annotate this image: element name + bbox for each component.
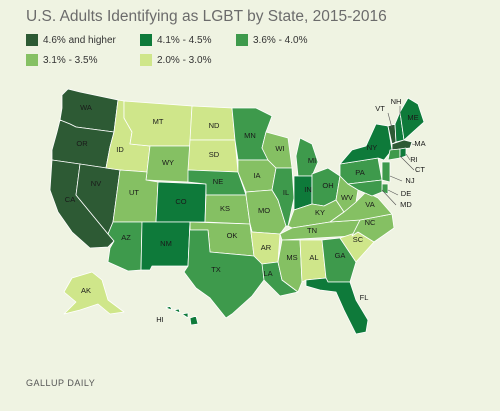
state-label-il: IL — [283, 188, 289, 197]
legend-swatch — [26, 34, 38, 46]
state-label-ar: AR — [261, 243, 272, 252]
state-hi[interactable] — [165, 305, 199, 326]
legend-label: 3.1% - 3.5% — [43, 54, 98, 66]
state-label-co: CO — [175, 197, 186, 206]
state-label-va: VA — [365, 200, 374, 209]
state-label-fl: FL — [360, 293, 369, 302]
state-ri[interactable] — [399, 147, 407, 159]
state-label-wi: WI — [275, 144, 284, 153]
state-label-or: OR — [76, 139, 88, 148]
state-label-wa: WA — [80, 103, 92, 112]
label-leader-lines — [381, 106, 417, 206]
state-de[interactable] — [381, 183, 389, 195]
state-label-sd: SD — [209, 150, 220, 159]
legend-item: 4.1% - 4.5% — [140, 34, 211, 46]
source-credit: GALLUP DAILY — [26, 378, 96, 388]
state-label-id: ID — [116, 145, 124, 154]
state-label-ga: GA — [335, 251, 346, 260]
state-me[interactable] — [399, 97, 425, 141]
state-label-mn: MN — [244, 131, 256, 140]
legend-label: 4.6% and higher — [43, 34, 116, 46]
legend-item: 3.1% - 3.5% — [26, 54, 97, 66]
state-label-in: IN — [304, 185, 312, 194]
state-label-nj: NJ — [405, 176, 414, 185]
state-ma[interactable] — [391, 139, 413, 151]
state-md[interactable] — [347, 179, 383, 197]
state-az[interactable] — [107, 221, 143, 272]
legend-label: 4.1% - 4.5% — [157, 34, 212, 46]
state-label-tn: TN — [307, 226, 317, 235]
legend-swatch — [140, 54, 152, 66]
state-label-vt: VT — [375, 104, 385, 113]
state-tx[interactable] — [183, 221, 265, 319]
state-label-oh: OH — [322, 181, 333, 190]
state-label-ky: KY — [315, 208, 325, 217]
state-label-la: LA — [263, 269, 272, 278]
state-label-nh: NH — [391, 97, 402, 106]
state-label-nd: ND — [209, 121, 220, 130]
state-label-ks: KS — [220, 204, 230, 213]
legend-swatch — [140, 34, 152, 46]
state-nj[interactable] — [381, 161, 391, 183]
page-title: U.S. Adults Identifying as LGBT by State… — [26, 8, 387, 25]
state-label-sc: SC — [353, 235, 364, 244]
state-label-tx: TX — [211, 265, 221, 274]
legend-label: 3.6% - 4.0% — [253, 34, 308, 46]
state-label-mi: MI — [308, 156, 316, 165]
state-va[interactable] — [329, 191, 393, 223]
legend-item: 4.6% and higher — [26, 34, 116, 46]
state-label-ri: RI — [410, 155, 418, 164]
state-label-ca: CA — [65, 195, 75, 204]
legend-item: 3.6% - 4.0% — [236, 34, 307, 46]
state-label-al: AL — [309, 253, 318, 262]
legend-swatch — [236, 34, 248, 46]
state-label-pa: PA — [355, 168, 364, 177]
state-label-de: DE — [401, 189, 411, 198]
state-label-ut: UT — [129, 188, 139, 197]
state-labels: WA OR CA NV ID MT WY UT AZ CO NM ND SD N… — [65, 97, 426, 324]
state-label-mt: MT — [153, 117, 164, 126]
state-ct[interactable] — [387, 148, 401, 161]
state-label-nm: NM — [160, 239, 172, 248]
state-label-az: AZ — [121, 233, 131, 242]
state-label-nc: NC — [365, 218, 376, 227]
state-label-wy: WY — [162, 158, 174, 167]
state-label-me: ME — [407, 113, 418, 122]
state-label-wv: WV — [341, 193, 353, 202]
legend-swatch — [26, 54, 38, 66]
state-label-md: MD — [400, 200, 412, 209]
state-label-ok: OK — [227, 231, 238, 240]
state-label-ct: CT — [415, 165, 425, 174]
state-label-ia: IA — [253, 171, 260, 180]
state-label-ny: NY — [367, 143, 377, 152]
state-label-mo: MO — [258, 206, 270, 215]
legend-item: 2.0% - 3.0% — [140, 54, 211, 66]
state-label-ne: NE — [213, 177, 223, 186]
state-label-ma: MA — [414, 139, 425, 148]
state-il[interactable] — [271, 167, 295, 227]
state-label-hi: HI — [156, 315, 164, 324]
state-fl[interactable] — [305, 277, 369, 335]
state-label-ms: MS — [286, 253, 297, 262]
legend-label: 2.0% - 3.0% — [157, 54, 212, 66]
state-label-nv: NV — [91, 179, 101, 188]
state-label-ak: AK — [81, 286, 91, 295]
state-ak[interactable] — [63, 271, 125, 315]
